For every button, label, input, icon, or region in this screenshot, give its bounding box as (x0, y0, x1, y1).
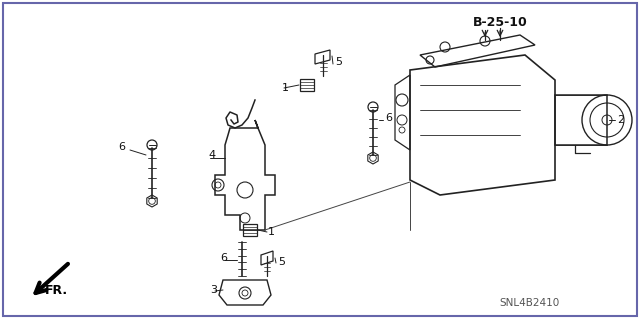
Text: 6: 6 (385, 113, 392, 123)
Text: 1: 1 (282, 83, 289, 93)
Text: 6: 6 (220, 253, 227, 263)
Bar (300, 79, 314, 91)
Text: 2: 2 (617, 115, 624, 125)
Bar (243, 224, 257, 236)
Text: B-25-10: B-25-10 (472, 16, 527, 28)
Text: 5: 5 (278, 257, 285, 267)
Text: SNL4B2410: SNL4B2410 (500, 298, 560, 308)
Text: 6: 6 (118, 142, 125, 152)
Text: FR.: FR. (45, 284, 68, 296)
Text: 4: 4 (208, 150, 215, 160)
Text: 5: 5 (335, 57, 342, 67)
Bar (555, 95, 607, 145)
Text: 1: 1 (268, 227, 275, 237)
Text: 3: 3 (210, 285, 217, 295)
